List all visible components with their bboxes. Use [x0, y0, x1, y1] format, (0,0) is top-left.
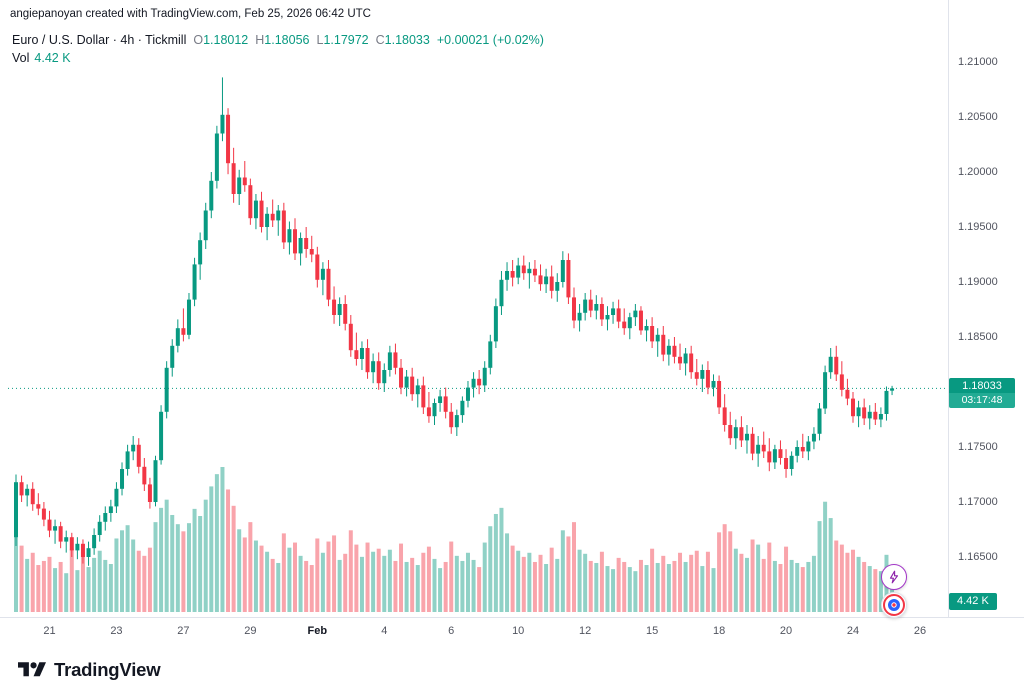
price-axis[interactable]: 1.21000 1.20500 1.20000 1.19500 1.19000 1.185… [948, 0, 1024, 617]
high-value: 1.18056 [264, 33, 310, 47]
attribution-text: angiepanoyan created with TradingView.co… [10, 8, 371, 20]
time-tick-label: 26 [913, 625, 927, 637]
price-tick-label: 1.20500 [958, 111, 998, 123]
open-value: 1.18012 [203, 33, 249, 47]
open-label: O [193, 33, 204, 47]
time-tick-label: 4 [381, 625, 388, 637]
lightning-icon [889, 570, 899, 584]
close-label: C [375, 33, 385, 47]
price-tick-label: 1.18500 [958, 331, 998, 343]
time-tick-label: 18 [712, 625, 726, 637]
last-price-badge: 1.18033 03:17:48 [949, 378, 1015, 409]
time-tick-label: 21 [43, 625, 56, 637]
low-value: 1.17972 [323, 33, 369, 47]
price-tick-label: 1.19000 [958, 276, 998, 288]
low-label: L [316, 33, 324, 47]
volume-badge: 4.42 K [949, 593, 997, 610]
time-tick-label: 12 [579, 625, 592, 637]
time-tick-label: 10 [512, 625, 525, 637]
last-price-value: 1.18033 [949, 378, 1015, 394]
close-value: 1.18033 [384, 33, 430, 47]
symbol-title[interactable]: Euro / U.S. Dollar · 4h · Tickmill [12, 33, 187, 47]
time-tick-label: 23 [110, 625, 123, 637]
time-tick-label: 24 [846, 625, 860, 637]
tradingview-logo[interactable]: TradingView [18, 655, 161, 685]
time-tick-label: 15 [645, 625, 659, 637]
price-tick-label: 1.17500 [958, 441, 998, 453]
target-icon [883, 594, 905, 616]
high-label: H [255, 33, 265, 47]
time-tick-label: Feb [307, 625, 328, 637]
volume-value: 4.42 K [34, 51, 71, 65]
volume-label: Vol [12, 51, 30, 65]
change-value: +0.00021 (+0.02%) [436, 33, 544, 47]
time-tick-label: 20 [779, 625, 793, 637]
time-axis[interactable]: 21 23 27 29 Feb 4 6 10 12 15 18 20 24 26 [0, 617, 1024, 651]
time-tick-label: 27 [177, 625, 190, 637]
target-button[interactable] [881, 592, 907, 618]
bar-countdown: 03:17:48 [949, 393, 1015, 409]
price-tick-label: 1.16500 [958, 551, 998, 563]
volume-legend[interactable]: Vol 4.42 K [12, 51, 71, 65]
time-tick-label: 29 [244, 625, 257, 637]
price-tick-label: 1.19500 [958, 221, 998, 233]
price-tick-label: 1.21000 [958, 56, 998, 68]
time-tick-label: 6 [448, 625, 455, 637]
tradingview-glyph-icon [18, 662, 46, 677]
price-tick-label: 1.17000 [958, 496, 998, 508]
symbol-legend[interactable]: Euro / U.S. Dollar · 4h · Tickmill O1.180… [12, 33, 544, 47]
price-tick-label: 1.20000 [958, 166, 998, 178]
lightning-button[interactable] [881, 564, 907, 590]
candlestick-chart[interactable] [0, 0, 1024, 650]
brand-wordmark: TradingView [54, 659, 161, 680]
